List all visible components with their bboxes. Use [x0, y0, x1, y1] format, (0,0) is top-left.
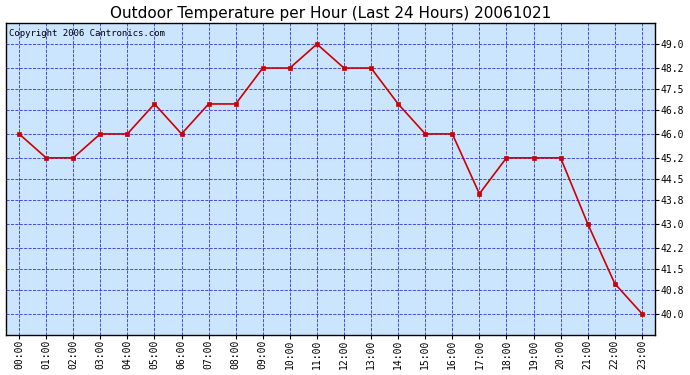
Title: Outdoor Temperature per Hour (Last 24 Hours) 20061021: Outdoor Temperature per Hour (Last 24 Ho…	[110, 6, 551, 21]
Text: Copyright 2006 Cantronics.com: Copyright 2006 Cantronics.com	[9, 29, 165, 38]
